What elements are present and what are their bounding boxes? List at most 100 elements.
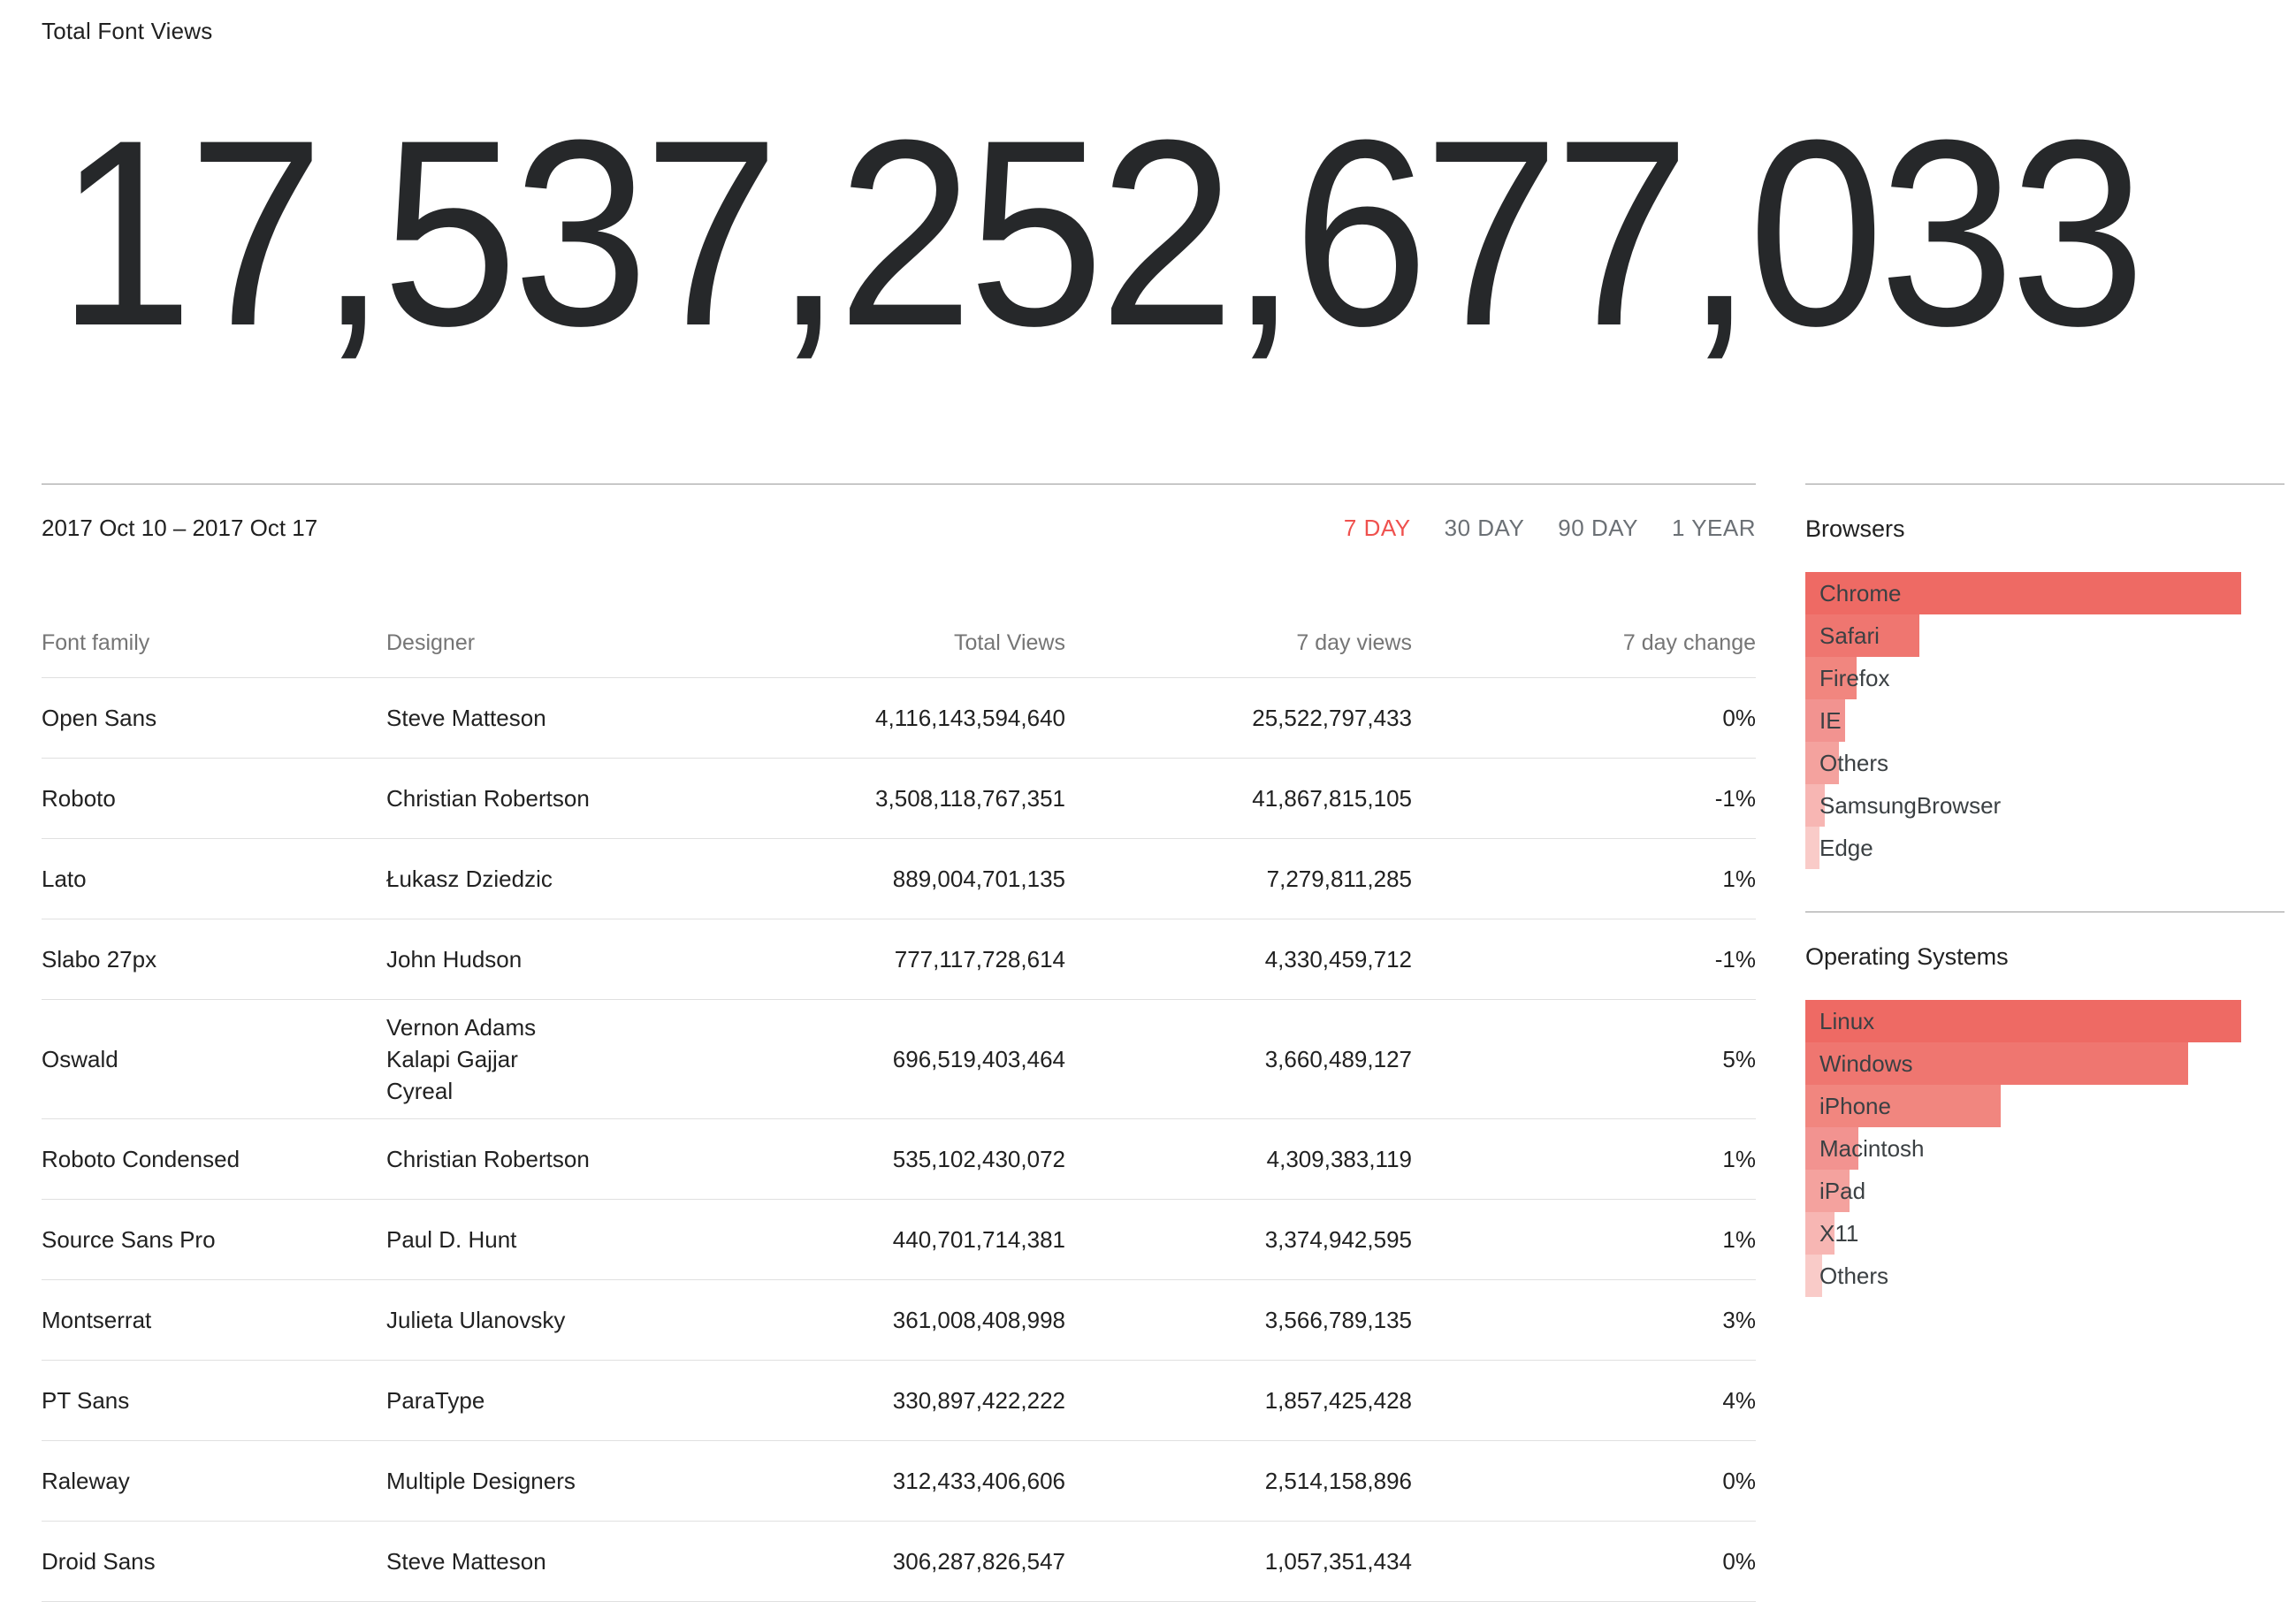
column-header-7-day-views: 7 day views: [1065, 542, 1412, 678]
designer-name: ParaType: [386, 1387, 485, 1414]
table-row: Roboto Christian Robertson 3,508,118,767,3…: [42, 758, 1756, 839]
table-row: Source Sans Pro Paul D. Hunt 440,701,714,3…: [42, 1199, 1756, 1280]
bar-label: Windows: [1819, 1050, 1913, 1077]
designer-name: Kalapi Gajjar: [386, 1046, 518, 1072]
column-header-designer: Designer: [386, 542, 722, 678]
seven-day-change-cell: 1%: [1412, 1118, 1756, 1200]
total-views-number: 17,537,252,677,033: [57, 84, 2146, 381]
bar-label: SamsungBrowser: [1819, 792, 2002, 819]
font-family-cell: Lato: [42, 838, 386, 919]
total-views-cell: 3,508,118,767,351: [722, 758, 1065, 839]
table-row: Montserrat Julieta Ulanovsky 361,008,408,9…: [42, 1279, 1756, 1361]
seven-day-change-cell: -1%: [1412, 919, 1756, 1000]
bar-windows[interactable]: [1805, 1042, 2188, 1085]
designer-cell: Vernon Adams Kalapi Gajjar Cyreal: [386, 999, 722, 1119]
table-header-row: Font family Designer Total Views 7 day view…: [42, 542, 1756, 678]
bar-row-chrome: Chrome: [1805, 572, 2285, 614]
bar-row-firefox: Firefox: [1805, 657, 2285, 699]
bar-firefox[interactable]: [1805, 657, 1857, 699]
designer-name: Cyreal: [386, 1078, 454, 1104]
seven-day-change-cell: 4%: [1412, 1360, 1756, 1441]
font-family-cell: PT Sans: [42, 1360, 386, 1441]
font-family-cell: Montserrat: [42, 1279, 386, 1361]
designer-cell: ParaType: [386, 1360, 722, 1441]
table-row: Slabo 27px John Hudson 777,117,728,614 4,33…: [42, 919, 1756, 1000]
designer-cell: Christian Robertson: [386, 758, 722, 839]
bar-ipad[interactable]: [1805, 1170, 1850, 1212]
seven-day-change-cell: 1%: [1412, 838, 1756, 919]
designer-cell: Paul D. Hunt: [386, 1199, 722, 1280]
browsers-chart: Browsers Chrome Safari Firefox IE Others Sams…: [1805, 515, 2285, 869]
bar-x11[interactable]: [1805, 1212, 1835, 1255]
total-views-cell: 535,102,430,072: [722, 1118, 1065, 1200]
designer-name: Julieta Ulanovsky: [386, 1307, 566, 1333]
bar-others[interactable]: [1805, 742, 1839, 784]
seven-day-change-cell: 3%: [1412, 1279, 1756, 1361]
seven-day-views-cell: 41,867,815,105: [1065, 758, 1412, 839]
designer-name: John Hudson: [386, 946, 523, 973]
designer-cell: Łukasz Dziedzic: [386, 838, 722, 919]
bar-label: X11: [1819, 1220, 1859, 1247]
font-family-cell: Droid Sans: [42, 1521, 386, 1602]
bar-linux[interactable]: [1805, 1000, 2241, 1042]
seven-day-views-cell: 3,660,489,127: [1065, 999, 1412, 1119]
bar-safari[interactable]: [1805, 614, 1920, 657]
bar-edge[interactable]: [1805, 827, 1819, 869]
filter-30-day[interactable]: 30 DAY: [1444, 515, 1525, 541]
bar-macintosh[interactable]: [1805, 1127, 1859, 1170]
font-family-cell: Slabo 27px: [42, 919, 386, 1000]
bar-label: Others: [1819, 1263, 1889, 1289]
date-range: 2017 Oct 10 – 2017 Oct 17: [42, 515, 318, 541]
designer-cell: Multiple Designers: [386, 1440, 722, 1522]
seven-day-change-cell: 0%: [1412, 1440, 1756, 1522]
table-row: Raleway Multiple Designers 312,433,406,606…: [42, 1440, 1756, 1522]
main-panel: 2017 Oct 10 – 2017 Oct 17 7 DAY 30 DAY 90 …: [42, 484, 1756, 1602]
total-views-cell: 777,117,728,614: [722, 919, 1065, 1000]
bar-chrome[interactable]: [1805, 572, 2241, 614]
font-family-cell: Raleway: [42, 1440, 386, 1522]
bar-label: Linux: [1819, 1008, 1875, 1034]
header: Total Font Views 17,537,252,677,033: [0, 0, 2296, 484]
bar-label: IE: [1819, 707, 1842, 734]
total-views-cell: 306,287,826,547: [722, 1521, 1065, 1602]
font-family-cell: Oswald: [42, 999, 386, 1119]
font-family-cell: Roboto: [42, 758, 386, 839]
browsers-bars: Chrome Safari Firefox IE Others SamsungBrowse…: [1805, 572, 2285, 869]
bar-label: Safari: [1819, 622, 1880, 649]
seven-day-views-cell: 1,057,351,434: [1065, 1521, 1412, 1602]
total-views-cell: 889,004,701,135: [722, 838, 1065, 919]
designer-cell: Christian Robertson: [386, 1118, 722, 1200]
designer-name: Steve Matteson: [386, 705, 546, 731]
total-views-cell: 312,433,406,606: [722, 1440, 1065, 1522]
font-table: Font family Designer Total Views 7 day view…: [42, 542, 1756, 1602]
toolbar: 2017 Oct 10 – 2017 Oct 17 7 DAY 30 DAY 90 …: [42, 484, 1756, 542]
operating-systems-bars: Linux Windows iPhone Macintosh iPad X11 Others: [1805, 1000, 2285, 1297]
seven-day-change-cell: 5%: [1412, 999, 1756, 1119]
filter-1-year[interactable]: 1 YEAR: [1671, 515, 1756, 541]
bar-row-ipad: iPad: [1805, 1170, 2285, 1212]
period-filters: 7 DAY 30 DAY 90 DAY 1 YEAR: [1344, 515, 1756, 542]
bar-row-windows: Windows: [1805, 1042, 2285, 1085]
sidebar: Browsers Chrome Safari Firefox IE Others Sams…: [1805, 484, 2285, 1602]
table-row: PT Sans ParaType 330,897,422,222 1,857,425,…: [42, 1360, 1756, 1441]
bar-others[interactable]: [1805, 1255, 1823, 1297]
designer-name: Vernon Adams: [386, 1014, 537, 1041]
bar-row-others: Others: [1805, 1255, 2285, 1297]
bar-ie[interactable]: [1805, 699, 1845, 742]
seven-day-views-cell: 2,514,158,896: [1065, 1440, 1412, 1522]
table-row: Droid Sans Steve Matteson 306,287,826,547 1…: [42, 1521, 1756, 1602]
bar-row-iphone: iPhone: [1805, 1085, 2285, 1127]
bar-row-linux: Linux: [1805, 1000, 2285, 1042]
filter-7-day[interactable]: 7 DAY: [1343, 515, 1411, 541]
seven-day-change-cell: 1%: [1412, 1199, 1756, 1280]
total-views-cell: 4,116,143,594,640: [722, 677, 1065, 759]
bar-label: Firefox: [1819, 665, 1890, 691]
seven-day-views-cell: 4,330,459,712: [1065, 919, 1412, 1000]
bar-iphone[interactable]: [1805, 1085, 2001, 1127]
filter-90-day[interactable]: 90 DAY: [1558, 515, 1638, 541]
bar-row-ie: IE: [1805, 699, 2285, 742]
designer-cell: Steve Matteson: [386, 677, 722, 759]
seven-day-change-cell: 0%: [1412, 1521, 1756, 1602]
table-row: Lato Łukasz Dziedzic 889,004,701,135 7,279,…: [42, 838, 1756, 919]
bar-samsungbrowser[interactable]: [1805, 784, 1826, 827]
